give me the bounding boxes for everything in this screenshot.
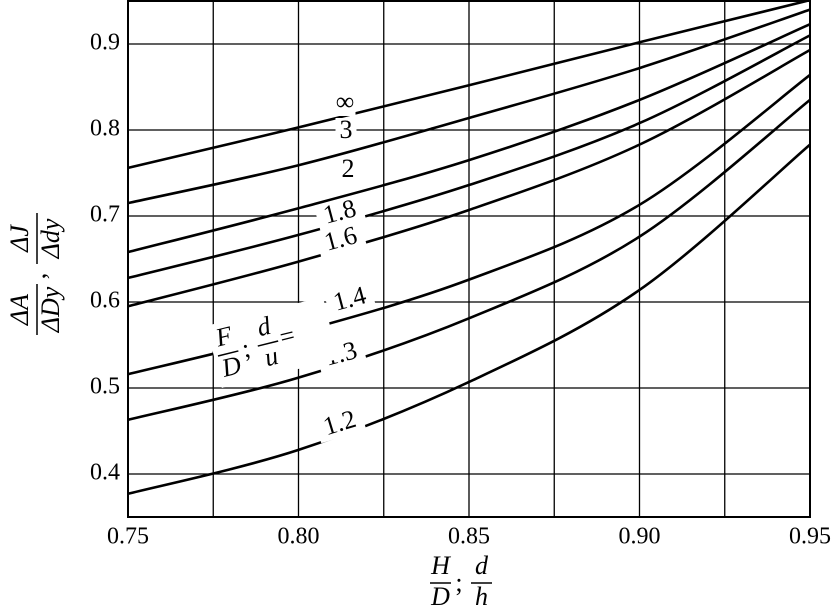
curve-label-group: 1.2 [313, 404, 367, 444]
curve-label: ∞ [336, 87, 355, 116]
curve [127, 143, 811, 496]
suffix: = [277, 320, 298, 352]
curve-label-group: ∞ [334, 87, 356, 116]
label-bg [314, 221, 368, 259]
curve-label-group: 1.6 [314, 220, 368, 259]
label-bg [313, 194, 367, 232]
y-axis-label: ΔA ΔDy, ΔJ Δdy [5, 213, 65, 335]
x-tick-label: 0.85 [448, 524, 490, 550]
fraction-denominator: ΔDy [36, 286, 65, 333]
fraction-bar [217, 350, 239, 357]
fraction-denominator: D [430, 582, 450, 611]
y-tick-label: 0.5 [90, 374, 120, 400]
x-tick-label: 0.75 [107, 524, 149, 550]
x-axis-label: HD ; dh [430, 551, 492, 611]
curve-label-group: 1.8 [313, 193, 367, 232]
fraction-denominator: h [475, 582, 488, 611]
separator: ; [455, 568, 462, 597]
curve-label: 2 [342, 154, 355, 183]
separator: , [22, 273, 51, 280]
label-bg [334, 90, 356, 116]
curve [127, 0, 811, 170]
fraction-numerator: ΔJ [5, 224, 34, 253]
label-bg [313, 404, 367, 444]
x-tick-label: 0.95 [789, 524, 831, 550]
label-bg [323, 281, 377, 319]
curve [127, 23, 811, 254]
y-tick-label: 0.9 [90, 30, 120, 56]
curve [127, 98, 811, 422]
curve [127, 8, 811, 205]
y-tick-label: 0.6 [90, 288, 120, 314]
y-tick-label: 0.7 [90, 202, 120, 228]
fraction-numerator: ΔA [5, 294, 34, 326]
curve-label: 3 [340, 115, 353, 144]
annotation: FD;du= [206, 296, 339, 389]
fraction-numerator: H [430, 551, 451, 580]
label-bg [335, 118, 357, 144]
curve [127, 48, 811, 308]
fraction-numerator: d [475, 551, 489, 580]
curve [127, 34, 811, 280]
curve-label-group: 3 [335, 115, 357, 144]
x-tick-label: 0.80 [278, 524, 320, 550]
curve-label-group: 1.4 [323, 280, 377, 319]
y-tick-label: 0.4 [90, 460, 120, 486]
curve-label-group: 2 [337, 154, 359, 183]
x-tick-label: 0.90 [619, 524, 661, 550]
fraction-denominator: Δdy [36, 218, 65, 259]
plot-frame [127, 0, 811, 518]
label-bg [337, 157, 359, 183]
fraction-bar [257, 340, 279, 347]
y-tick-label: 0.8 [90, 116, 120, 142]
